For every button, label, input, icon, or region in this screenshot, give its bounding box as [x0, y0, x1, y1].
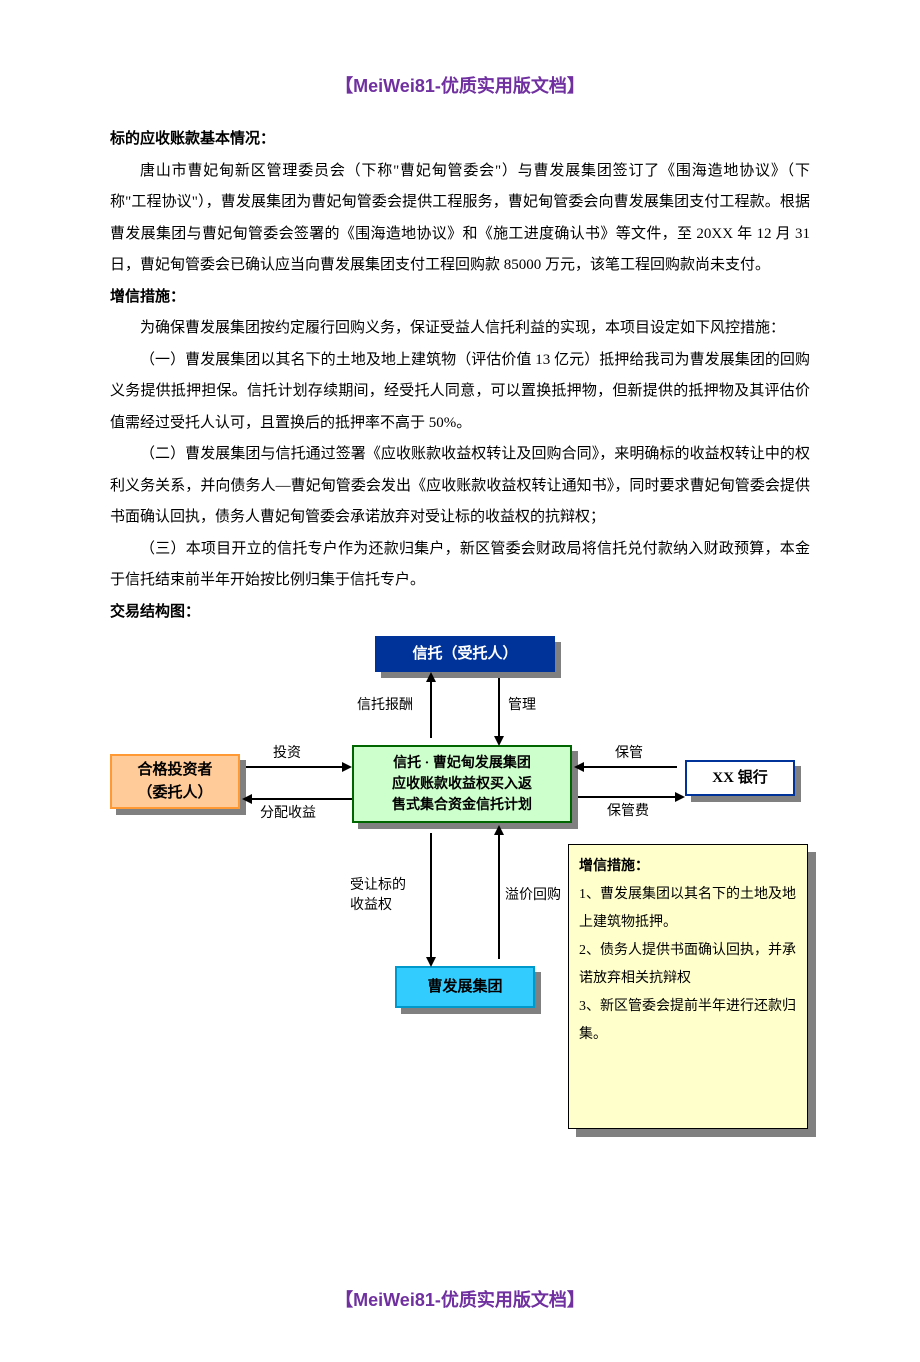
measures-title: 增信措施： [579, 853, 797, 881]
edge-label: 投资 [273, 744, 301, 764]
measures-item: 1、曹发展集团以其名下的土地及地上建筑物抵押。 [579, 881, 797, 937]
measures-box: 增信措施： 1、曹发展集团以其名下的土地及地上建筑物抵押。 2、债务人提供书面确… [568, 844, 808, 1129]
arrow-head-icon [426, 957, 436, 967]
node-label: 曹发展集团 [427, 976, 502, 999]
node-label: 售式集合资金信托计划 [392, 795, 532, 816]
edge-label: 分配收益 [260, 804, 316, 824]
transaction-diagram: 信托（受托人） 合格投资者 （委托人） 信托 · 曹妃甸发展集团 应收账款收益权… [110, 636, 810, 1166]
node-investor: 合格投资者 （委托人） [110, 754, 240, 809]
measures-item: 3、新区管委会提前半年进行还款归集。 [579, 993, 797, 1049]
node-label: 应收账款收益权买入返 [392, 774, 532, 795]
paragraph: 唐山市曹妃甸新区管理委员会（下称"曹妃甸管委会"）与曹发展集团签订了《围海造地协… [110, 156, 810, 282]
node-label: 信托 · 曹妃甸发展集团 [393, 753, 531, 774]
node-label: 合格投资者 [137, 759, 212, 782]
edge [498, 678, 500, 738]
edge [246, 766, 344, 768]
page-footer: 【MeiWei81-优质实用版文档】 [110, 1286, 810, 1312]
arrow-head-icon [426, 672, 436, 682]
edge [498, 833, 500, 959]
node-group: 曹发展集团 [395, 966, 535, 1008]
edge-label-line: 受让标的 [350, 876, 406, 896]
arrow-head-icon [675, 792, 685, 802]
edge-label: 管理 [508, 696, 536, 716]
edge [252, 798, 352, 800]
arrow-head-icon [494, 825, 504, 835]
node-label: 信托（受托人） [412, 643, 517, 666]
edge [430, 833, 432, 959]
edge-label-line: 收益权 [350, 896, 406, 916]
node-bank: XX 银行 [685, 760, 795, 796]
section-title-measures: 增信措施： [110, 282, 810, 314]
paragraph: （三）本项目开立的信托专户作为还款归集户，新区管委会财政局将信托兑付款纳入财政预… [110, 534, 810, 597]
edge-label: 信托报酬 [357, 696, 413, 716]
arrow-head-icon [242, 794, 252, 804]
arrow-head-icon [342, 762, 352, 772]
node-trustee: 信托（受托人） [375, 636, 555, 672]
node-plan: 信托 · 曹妃甸发展集团 应收账款收益权买入返 售式集合资金信托计划 [352, 745, 572, 823]
page-header: 【MeiWei81-优质实用版文档】 [110, 72, 810, 98]
section-title-diagram: 交易结构图： [110, 597, 810, 629]
node-label: XX 银行 [712, 767, 767, 790]
edge-label: 保管费 [607, 802, 649, 822]
paragraph: 为确保曹发展集团按约定履行回购义务，保证受益人信托利益的实现，本项目设定如下风控… [110, 313, 810, 345]
edge [430, 678, 432, 738]
arrow-head-icon [574, 762, 584, 772]
edge-label: 受让标的 收益权 [350, 876, 406, 917]
edge [584, 766, 677, 768]
paragraph: （一）曹发展集团以其名下的土地及地上建筑物（评估价值 13 亿元）抵押给我司为曹… [110, 345, 810, 440]
edge-label: 溢价回购 [505, 886, 561, 906]
section-title-receivables: 标的应收账款基本情况： [110, 124, 810, 156]
measures-item: 2、债务人提供书面确认回执，并承诺放弃相关抗辩权 [579, 937, 797, 993]
paragraph: （二）曹发展集团与信托通过签署《应收账款收益权转让及回购合同》，来明确标的收益权… [110, 439, 810, 534]
arrow-head-icon [494, 736, 504, 746]
edge-label: 保管 [615, 744, 643, 764]
node-label: （委托人） [137, 782, 212, 805]
edge [578, 796, 677, 798]
